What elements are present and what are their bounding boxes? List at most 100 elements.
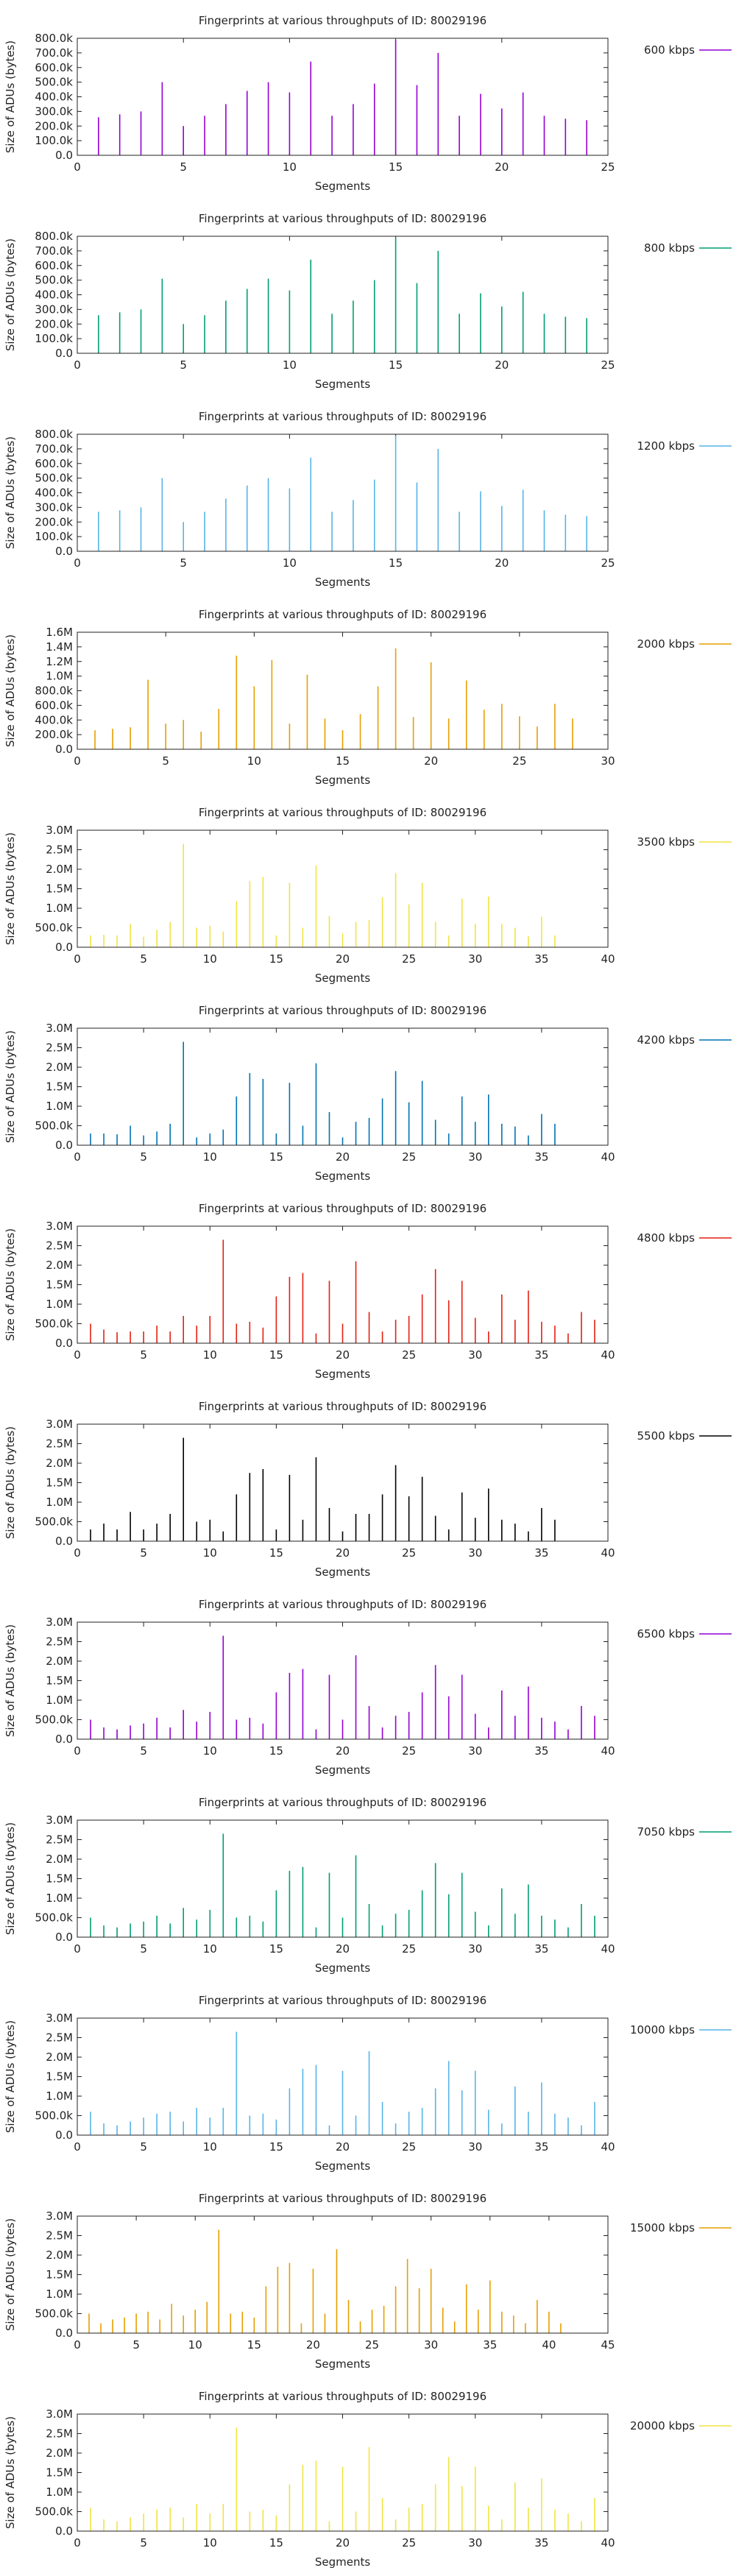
y-tick-label: 0.0: [55, 545, 73, 558]
x-tick-label: 25: [601, 358, 615, 372]
chart-title: Fingerprints at various throughputs of I…: [199, 2390, 486, 2403]
x-tick-label: 15: [269, 1942, 283, 1956]
x-tick-label: 0: [74, 2140, 81, 2154]
x-tick-label: 10: [283, 358, 297, 372]
x-tick-label: 25: [365, 2338, 379, 2352]
legend-label: 6500 kbps: [637, 1627, 696, 1641]
y-tick-label: 500.0k: [35, 472, 73, 485]
y-tick-label: 500.0k: [35, 921, 73, 935]
x-tick-label: 35: [534, 2536, 548, 2550]
y-tick-label: 2.0M: [46, 2446, 73, 2460]
y-tick-label: 3.0M: [46, 2407, 73, 2421]
x-tick-label: 25: [402, 1546, 416, 1560]
y-tick-label: 1.5M: [46, 2070, 73, 2084]
y-tick-label: 100.0k: [35, 530, 73, 543]
x-tick-label: 25: [402, 952, 416, 966]
y-tick-label: 0.0: [55, 743, 73, 756]
y-tick-label: 2.5M: [46, 2427, 73, 2441]
y-tick-label: 0.0: [55, 1337, 73, 1350]
y-tick-label: 3.0M: [46, 1418, 73, 1431]
y-tick-label: 2.0M: [46, 1259, 73, 1272]
y-tick-label: 1.5M: [46, 882, 73, 896]
x-tick-label: 0: [74, 952, 81, 966]
plot-frame: [77, 1027, 609, 1146]
x-tick-label: 25: [402, 1348, 416, 1362]
x-axis-label: Segments: [315, 180, 371, 193]
x-tick-label: 15: [269, 952, 283, 966]
y-tick-label: 0.0: [55, 2524, 73, 2538]
x-tick-label: 25: [402, 2536, 416, 2550]
x-axis-label: Segments: [315, 576, 371, 589]
y-axis-label: Size of ADUs (bytes): [4, 634, 17, 747]
y-tick-label: 1.0M: [46, 1100, 73, 1113]
x-tick-label: 5: [140, 2536, 147, 2550]
y-tick-label: 600.0k: [35, 259, 73, 272]
x-tick-label: 35: [534, 1546, 548, 1560]
x-tick-label: 35: [534, 1150, 548, 1164]
chart-title: Fingerprints at various throughputs of I…: [199, 212, 486, 225]
chart-panel-13: Fingerprints at various throughputs of I…: [4, 2390, 732, 2569]
y-tick-label: 0.0: [55, 1931, 73, 1944]
y-tick-label: 400.0k: [35, 713, 73, 726]
y-tick-label: 0.0: [55, 2326, 73, 2340]
x-tick-label: 10: [247, 754, 261, 768]
y-tick-label: 600.0k: [35, 61, 73, 74]
chart-title: Fingerprints at various throughputs of I…: [199, 410, 486, 423]
x-tick-label: 25: [402, 1744, 416, 1758]
x-tick-label: 0: [74, 358, 81, 372]
x-tick-label: 20: [306, 2338, 320, 2352]
legend-label: 800 kbps: [644, 241, 695, 255]
x-tick-label: 10: [203, 2536, 217, 2550]
y-tick-label: 2.5M: [46, 2229, 73, 2243]
y-tick-label: 100.0k: [35, 134, 73, 147]
y-tick-label: 800.0k: [35, 684, 73, 698]
x-axis-label: Segments: [315, 1763, 371, 1777]
y-tick-label: 200.0k: [35, 317, 73, 330]
x-tick-label: 35: [534, 2140, 548, 2154]
plot-frame: [77, 1819, 609, 1938]
y-tick-label: 1.0M: [46, 1694, 73, 1707]
x-tick-label: 20: [336, 1348, 350, 1362]
plot-frame: [77, 434, 609, 552]
y-tick-label: 1.0M: [46, 902, 73, 915]
y-tick-label: 500.0k: [35, 2109, 73, 2123]
y-tick-label: 0.0: [55, 1535, 73, 1548]
y-tick-label: 200.0k: [35, 119, 73, 132]
y-tick-label: 0.0: [55, 2129, 73, 2142]
x-tick-label: 40: [601, 1546, 615, 1560]
x-tick-label: 15: [269, 2140, 283, 2154]
y-tick-label: 1.0M: [46, 1892, 73, 1905]
y-tick-label: 1.5M: [46, 2268, 73, 2282]
x-axis-label: Segments: [315, 2357, 371, 2371]
x-tick-label: 35: [483, 2338, 497, 2352]
y-tick-label: 1.0M: [46, 2485, 73, 2499]
y-tick-label: 400.0k: [35, 486, 73, 500]
x-tick-label: 0: [74, 1942, 81, 1956]
chart-panel-5: Fingerprints at various throughputs of I…: [4, 806, 732, 985]
y-tick-label: 1.4M: [46, 640, 73, 654]
x-tick-label: 5: [140, 2140, 147, 2154]
plot-frame: [77, 38, 609, 156]
x-tick-label: 10: [203, 952, 217, 966]
x-tick-label: 5: [140, 952, 147, 966]
y-tick-label: 1.5M: [46, 2466, 73, 2480]
y-tick-label: 2.0M: [46, 2248, 73, 2262]
x-tick-label: 5: [162, 754, 169, 768]
y-tick-label: 3.0M: [46, 824, 73, 837]
legend-label: 7050 kbps: [637, 1825, 696, 1839]
y-tick-label: 300.0k: [35, 302, 73, 316]
y-tick-label: 3.0M: [46, 1814, 73, 1827]
y-tick-label: 2.5M: [46, 2031, 73, 2045]
x-tick-label: 0: [74, 2338, 81, 2352]
x-tick-label: 10: [203, 1942, 217, 1956]
x-tick-label: 0: [74, 1150, 81, 1164]
x-tick-label: 10: [188, 2338, 202, 2352]
chart-panel-7: Fingerprints at various throughputs of I…: [4, 1202, 732, 1381]
y-tick-label: 500.0k: [35, 76, 73, 89]
y-axis-label: Size of ADUs (bytes): [4, 1228, 17, 1341]
x-tick-label: 40: [542, 2338, 556, 2352]
y-tick-label: 300.0k: [35, 500, 73, 514]
y-tick-label: 700.0k: [35, 46, 73, 60]
x-axis-label: Segments: [315, 378, 371, 391]
y-tick-label: 1.0M: [46, 2090, 73, 2103]
